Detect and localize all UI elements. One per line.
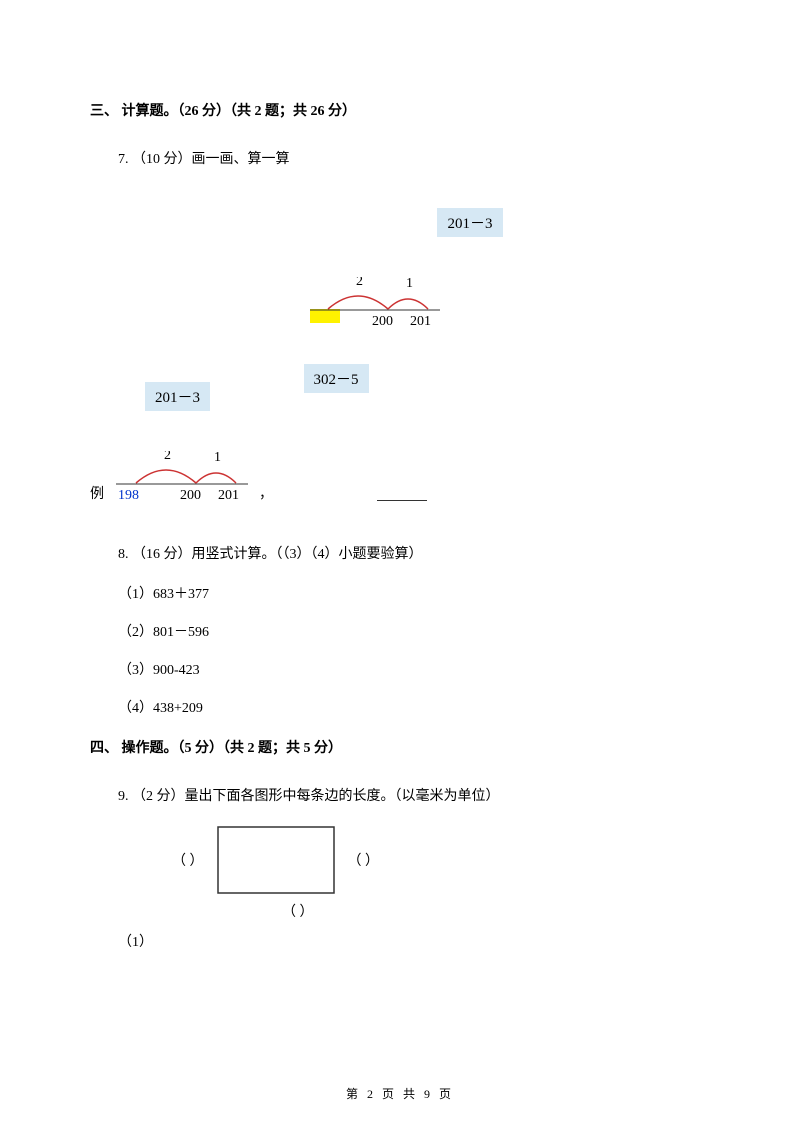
hop-svg-1: 2 1 200 201 [310, 277, 450, 327]
rectangle-shape [216, 825, 336, 895]
section-3-title: 三、 计算题。（26 分）（共 2 题；共 26 分） [90, 100, 710, 120]
svg-text:1: 1 [214, 451, 221, 465]
q7-diagrams: 201－3 2 1 200 201 201－3 302－5 例 [90, 208, 710, 503]
paren-left: （ ） [172, 850, 204, 870]
svg-text:2: 2 [356, 277, 363, 289]
q8-item-3: （3）900-423 [118, 659, 710, 679]
paren-right: （ ） [348, 850, 380, 870]
q9-line: 9. （2 分）量出下面各图形中每条边的长度。（以毫米为单位） [118, 785, 710, 805]
page-footer: 第 2 页 共 9 页 [0, 1085, 800, 1102]
calc-box-1: 201－3 [437, 208, 502, 237]
svg-text:200: 200 [372, 314, 393, 327]
blank-line [377, 500, 427, 501]
hop-diagram-2: 例 2 1 198 200 201 ， [90, 451, 710, 503]
q7-line: 7. （10 分）画一画、算一算 [118, 148, 710, 168]
q8-item-1: （1）683＋377 [118, 583, 710, 603]
svg-text:1: 1 [406, 277, 413, 291]
q8-line: 8. （16 分）用竖式计算。（（3）（4）小题要验算） [118, 543, 710, 563]
q8-item-2: （2）801－596 [118, 621, 710, 641]
svg-text:198: 198 [118, 488, 139, 503]
comma: ， [259, 483, 273, 503]
q9-sub: （1） [118, 931, 710, 951]
calc-box-2: 201－3 [145, 382, 210, 411]
svg-text:2: 2 [164, 451, 171, 463]
example-label: 例 [90, 483, 104, 503]
q9-shape-area: （ ） （ ） （ ） （1） [90, 825, 710, 951]
svg-text:201: 201 [218, 488, 239, 503]
svg-text:201: 201 [410, 314, 431, 327]
paren-bottom: （ ） [282, 905, 314, 920]
svg-text:200: 200 [180, 488, 201, 503]
hop-diagram-1: 2 1 200 201 [310, 277, 710, 332]
q8-item-4: （4）438+209 [118, 697, 710, 717]
calc-box-3: 302－5 [304, 364, 369, 393]
section-4-title: 四、 操作题。（5 分）（共 2 题；共 5 分） [90, 737, 710, 757]
hop-svg-2: 2 1 198 200 201 [108, 451, 258, 503]
